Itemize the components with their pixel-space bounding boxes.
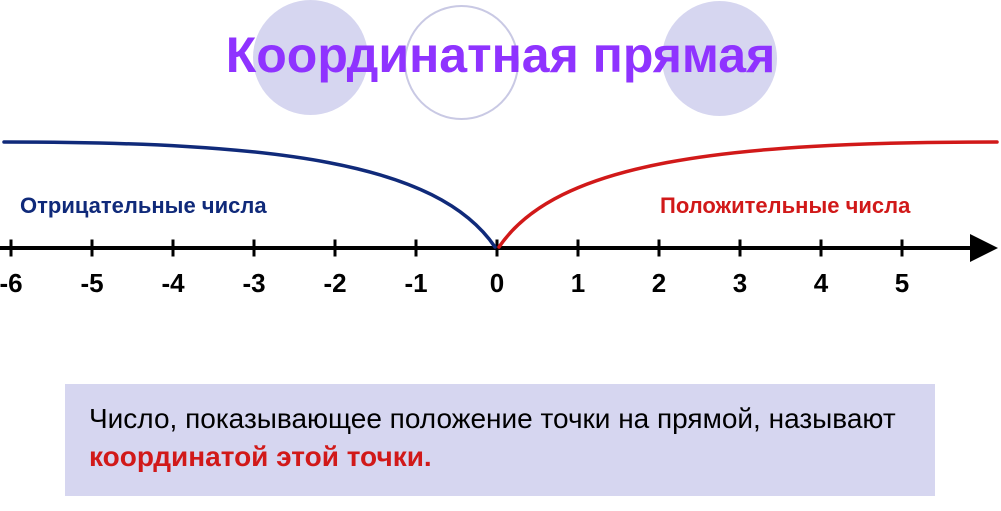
- definition-box: Число, показывающее положение точки на п…: [65, 384, 935, 496]
- tick-label: 5: [895, 268, 909, 299]
- page-title: Координатная прямая: [0, 26, 1001, 84]
- tick-label: -1: [404, 268, 427, 299]
- tick-label: -3: [242, 268, 265, 299]
- tick-label: -6: [0, 268, 23, 299]
- tick-label: -2: [323, 268, 346, 299]
- tick-label: -5: [80, 268, 103, 299]
- tick-label: 1: [571, 268, 585, 299]
- number-line-diagram: Отрицательные числа Положительные числа …: [0, 132, 1001, 312]
- tick-label: 4: [814, 268, 828, 299]
- negative-numbers-label: Отрицательные числа: [20, 193, 267, 219]
- tick-label: 0: [490, 268, 504, 299]
- tick-label: -4: [161, 268, 184, 299]
- tick-label: 3: [733, 268, 747, 299]
- positive-numbers-label: Положительные числа: [660, 193, 910, 219]
- tick-label: 2: [652, 268, 666, 299]
- definition-highlight: координатой этой точки.: [89, 441, 432, 472]
- definition-prefix: Число, показывающее положение точки на п…: [89, 403, 896, 434]
